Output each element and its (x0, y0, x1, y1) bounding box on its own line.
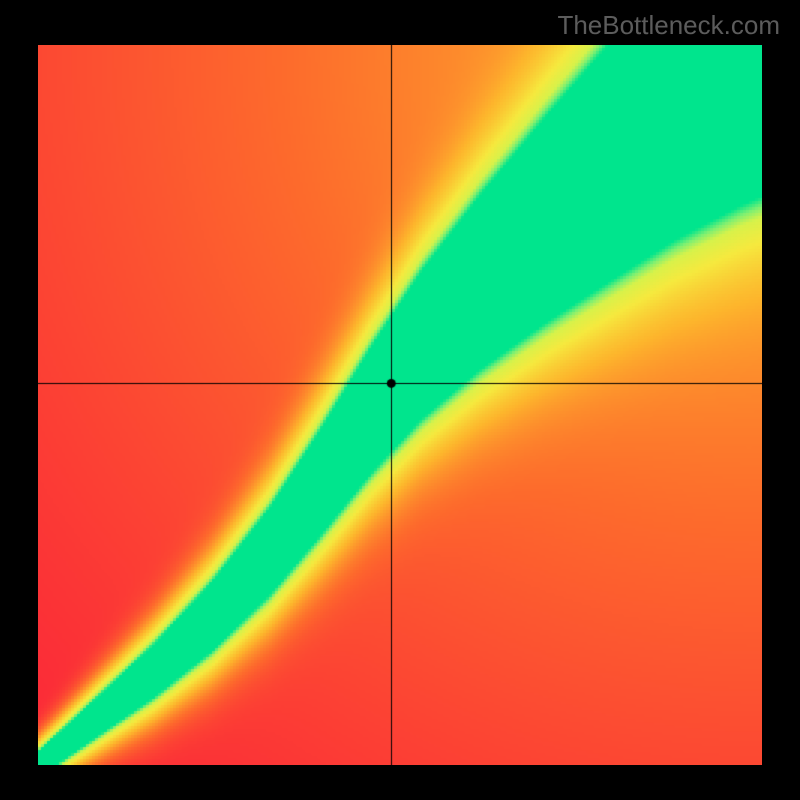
bottleneck-heatmap (38, 45, 762, 765)
watermark-text: TheBottleneck.com (557, 10, 780, 41)
chart-container: TheBottleneck.com (0, 0, 800, 800)
